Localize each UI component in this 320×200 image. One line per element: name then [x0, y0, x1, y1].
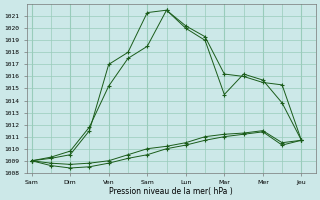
X-axis label: Pression niveau de la mer( hPa ): Pression niveau de la mer( hPa ): [109, 187, 233, 196]
